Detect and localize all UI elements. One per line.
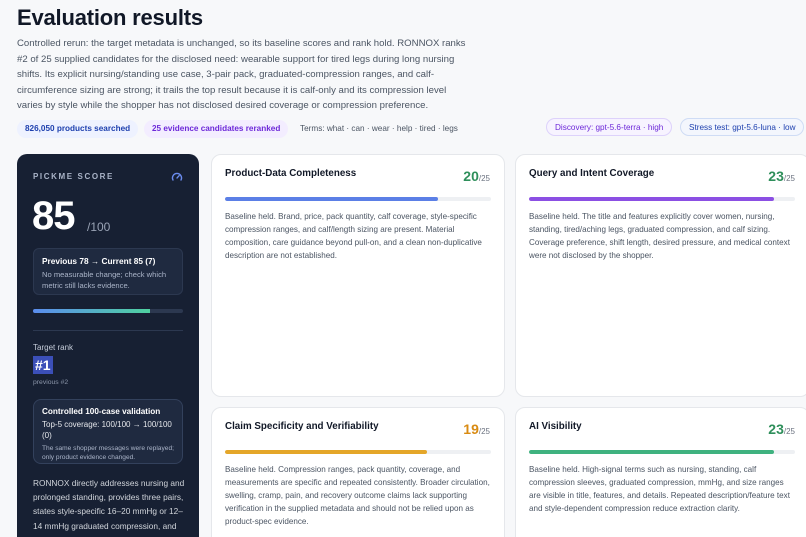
metric-score-denominator: /25 bbox=[478, 427, 490, 436]
metric-score: 20/25 bbox=[463, 168, 490, 184]
metric-bar bbox=[529, 450, 795, 454]
pickme-score-panel: PICKME SCORE 85 /100 Previous 78 → Curre… bbox=[17, 154, 199, 537]
metric-card-product-data: Product-Data Completeness 20/25 Baseline… bbox=[211, 154, 505, 397]
metric-title: AI Visibility bbox=[529, 421, 582, 432]
metric-score-value: 23 bbox=[768, 421, 784, 437]
metric-title: Claim Specificity and Verifiability bbox=[225, 421, 379, 432]
metric-score: 19/25 bbox=[463, 421, 490, 437]
validation-coverage: Top-5 coverage: 100/100 → 100/100 (0) bbox=[42, 420, 172, 440]
metric-bar bbox=[529, 197, 795, 201]
score-progress-bar bbox=[33, 309, 183, 313]
metric-card-claim-specificity: Claim Specificity and Verifiability 19/2… bbox=[211, 407, 505, 537]
results-summary: Controlled rerun: the target metadata is… bbox=[17, 38, 466, 111]
discovery-model-badge: Discovery: gpt-5.6-terra · high bbox=[546, 118, 673, 136]
metric-bar bbox=[225, 450, 491, 454]
metric-score: 23/25 bbox=[768, 168, 795, 184]
score-denominator: /100 bbox=[87, 220, 111, 234]
score-change-note: No measurable change; check which metric… bbox=[42, 270, 167, 290]
page-title: Evaluation results bbox=[17, 5, 203, 30]
metric-description: Baseline held. High-signal terms such as… bbox=[529, 465, 790, 513]
candidates-reranked-badge: 25 evidence candidates reranked bbox=[144, 120, 289, 138]
metric-description: Baseline held. The title and features ex… bbox=[529, 212, 790, 260]
metric-bar bbox=[225, 197, 491, 201]
score-change-box: Previous 78 → Current 85 (7) No measurab… bbox=[33, 248, 183, 295]
metric-bar-fill bbox=[529, 197, 774, 201]
metric-card-query-intent: Query and Intent Coverage 23/25 Baseline… bbox=[515, 154, 806, 397]
metric-score-denominator: /25 bbox=[783, 427, 795, 436]
metric-card-ai-visibility: AI Visibility 23/25 Baseline held. High-… bbox=[515, 407, 806, 537]
rank-value: #1 bbox=[33, 356, 53, 374]
score-progress-fill bbox=[33, 309, 150, 313]
score-change-line: Previous 78 → Current 85 (7) bbox=[42, 256, 156, 266]
metric-bar-fill bbox=[529, 450, 774, 454]
previous-rank: previous #2 bbox=[33, 379, 69, 386]
validation-note: The same shopper messages were replayed;… bbox=[42, 445, 174, 461]
divider bbox=[33, 330, 183, 331]
metric-bar-fill bbox=[225, 450, 428, 454]
gauge-icon bbox=[171, 172, 183, 181]
validation-box: Controlled 100-case validation Top-5 cov… bbox=[33, 399, 183, 464]
metric-score-denominator: /25 bbox=[478, 174, 490, 183]
metric-description: Baseline held. Compression ranges, pack … bbox=[225, 465, 490, 526]
metric-score: 23/25 bbox=[768, 421, 795, 437]
validation-title: Controlled 100-case validation bbox=[42, 407, 161, 416]
search-terms: Terms: what · can · wear · help · tired … bbox=[300, 124, 458, 133]
metric-score-value: 23 bbox=[768, 168, 784, 184]
metric-score-denominator: /25 bbox=[783, 174, 795, 183]
metric-score-value: 19 bbox=[463, 421, 479, 437]
metric-bar-fill bbox=[225, 197, 438, 201]
metric-score-value: 20 bbox=[463, 168, 479, 184]
score-value: 85 bbox=[32, 194, 75, 238]
products-searched-badge: 826,050 products searched bbox=[17, 120, 139, 138]
stress-test-model-badge: Stress test: gpt-5.6-luna · low bbox=[680, 118, 805, 136]
rank-label: Target rank bbox=[33, 343, 74, 352]
metric-title: Query and Intent Coverage bbox=[529, 168, 655, 179]
metric-description: Baseline held. Brand, price, pack quanti… bbox=[225, 212, 482, 260]
score-label: PICKME SCORE bbox=[33, 172, 114, 181]
score-description: RONNOX directly addresses nursing and pr… bbox=[33, 478, 185, 537]
metric-title: Product-Data Completeness bbox=[225, 168, 357, 179]
